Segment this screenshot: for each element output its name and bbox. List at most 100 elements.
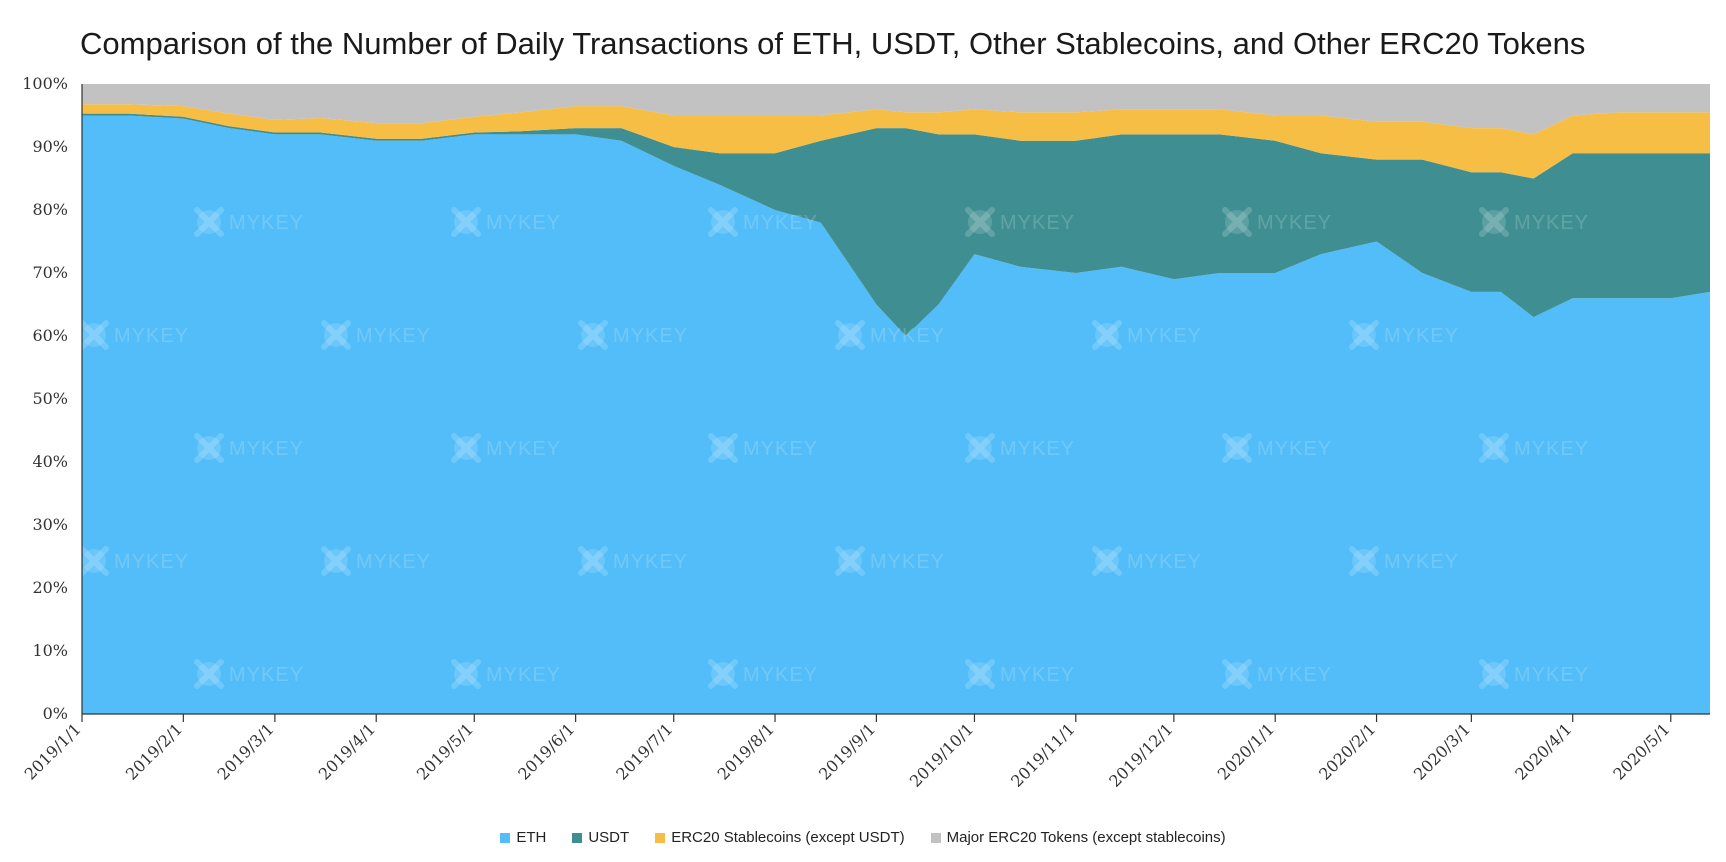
x-tick-label: 2019/8/1 <box>714 719 778 783</box>
x-tick-label: 2019/5/1 <box>413 719 477 783</box>
y-tick-label: 20% <box>32 578 68 597</box>
watermark-logo: MYKEY <box>1349 546 1459 576</box>
watermark-logo: MYKEY <box>1092 320 1202 350</box>
watermark-text: MYKEY <box>1127 551 1202 573</box>
legend-item: Major ERC20 Tokens (except stablecoins) <box>930 829 1226 846</box>
x-tick-label: 2019/2/1 <box>122 719 186 783</box>
watermark-logo: MYKEY <box>1479 207 1589 237</box>
watermark-text: MYKEY <box>743 212 818 234</box>
legend-swatch <box>500 832 511 843</box>
watermark-text: MYKEY <box>1384 325 1459 347</box>
legend-swatch <box>930 832 941 843</box>
legend-item: ERC20 Stablecoins (except USDT) <box>655 829 905 846</box>
watermark-logo: MYKEY <box>965 207 1074 237</box>
y-tick-label: 50% <box>32 389 68 408</box>
watermark-logo: MYKEY <box>451 207 561 237</box>
y-tick-label: 30% <box>32 515 68 534</box>
y-tick-label: 70% <box>32 263 68 282</box>
watermark-text: MYKEY <box>1000 438 1075 460</box>
watermark-logo: MYKEY <box>1222 433 1332 463</box>
y-tick-label: 0% <box>43 704 68 723</box>
watermark-logo: MYKEY <box>708 207 818 237</box>
watermark-logo: MYKEY <box>1479 659 1589 689</box>
watermark-text: MYKEY <box>1514 212 1589 234</box>
legend: ETH USDT ERC20 Stablecoins (except USDT) Ma… <box>0 829 1726 846</box>
x-tick-label: 2020/2/1 <box>1315 719 1379 783</box>
y-tick-label: 10% <box>32 641 68 660</box>
watermark-logo: MYKEY <box>1349 320 1459 350</box>
watermark-text: MYKEY <box>229 438 304 460</box>
y-axis-ticks: 0% 10% 20% 30% 40% 50% 60% 70% 80% 90% 100% <box>22 74 68 723</box>
watermark-logo: MYKEY <box>1222 207 1332 237</box>
watermark-logo: MYKEY <box>321 320 431 350</box>
x-tick-label: 2019/3/1 <box>213 719 277 783</box>
watermark-logo: MYKEY <box>1479 433 1589 463</box>
area-layers <box>82 84 1710 714</box>
watermark-text: MYKEY <box>1000 664 1075 686</box>
watermark-logo: MYKEY <box>451 659 561 689</box>
legend-label: USDT <box>588 829 630 846</box>
legend-swatch <box>655 832 666 843</box>
watermark-text: MYKEY <box>613 551 688 573</box>
area-eth <box>82 115 1710 714</box>
watermark-text: MYKEY <box>613 325 688 347</box>
y-tick-label: 60% <box>32 326 68 345</box>
watermark-logo: MYKEY <box>578 320 688 350</box>
watermark-text: MYKEY <box>486 212 561 234</box>
legend-label: ETH <box>516 829 547 846</box>
x-tick-label: 2019/9/1 <box>815 719 879 783</box>
watermark-layer: MYKEY MYKEY MYKEY MYKEY MYKEY MYKEY MYKEY MYKEY… <box>79 207 1589 689</box>
watermark-text: MYKEY <box>114 325 189 347</box>
watermark-logo: MYKEY <box>708 433 818 463</box>
watermark-logo: MYKEY <box>321 546 431 576</box>
x-tick-label: 2020/4/1 <box>1511 719 1575 783</box>
watermark-logo: MYKEY <box>1092 546 1202 576</box>
watermark-text: MYKEY <box>1127 325 1202 347</box>
watermark-text: MYKEY <box>229 664 304 686</box>
area-usdt <box>82 113 1710 336</box>
area-erc20-stablecoins-except-usdt <box>82 104 1710 179</box>
watermark-text: MYKEY <box>1514 438 1589 460</box>
chart-title: Comparison of the Number of Daily Transa… <box>80 26 1586 61</box>
area-major-erc20-tokens-except-stablecoins <box>82 84 1710 135</box>
watermark-text: MYKEY <box>1384 551 1459 573</box>
x-tick-label: 2019/7/1 <box>612 719 676 783</box>
watermark-logo: MYKEY <box>194 433 304 463</box>
legend-swatch <box>572 832 583 843</box>
watermark-text: MYKEY <box>1514 664 1589 686</box>
watermark-text: MYKEY <box>114 551 189 573</box>
watermark-text: MYKEY <box>486 664 561 686</box>
watermark-logo: MYKEY <box>79 320 189 350</box>
watermark-text: MYKEY <box>356 325 431 347</box>
legend-item: ETH <box>500 829 546 846</box>
watermark-text: MYKEY <box>1257 438 1332 460</box>
x-tick-label: 2019/11/1 <box>1007 719 1078 790</box>
watermark-logo: MYKEY <box>835 546 945 576</box>
watermark-logo: MYKEY <box>965 433 1075 463</box>
watermark-text: MYKEY <box>486 438 561 460</box>
watermark-text: MYKEY <box>743 438 818 460</box>
watermark-text: MYKEY <box>870 551 945 573</box>
watermark-logo: MYKEY <box>708 659 818 689</box>
x-tick-label: 2019/10/1 <box>906 719 977 790</box>
axes <box>81 84 1710 715</box>
watermark-logo: MYKEY <box>194 207 303 237</box>
x-tick-label: 2019/4/1 <box>315 719 379 783</box>
x-tick-label: 2019/6/1 <box>514 719 578 783</box>
x-tick-label: 2019/12/1 <box>1105 719 1176 790</box>
watermark-text: MYKEY <box>1257 212 1332 234</box>
y-tick-label: 90% <box>32 137 68 156</box>
legend-label: Major ERC20 Tokens (except stablecoins) <box>946 829 1226 846</box>
watermark-text: MYKEY <box>743 664 818 686</box>
watermark-text: MYKEY <box>1257 664 1332 686</box>
watermark-logo: MYKEY <box>965 659 1075 689</box>
x-axis-ticks: 2019/1/1 2019/2/1 2019/3/1 2019/4/1 2019/5/1… <box>21 714 1674 791</box>
x-tick-label: 2020/5/1 <box>1609 719 1673 783</box>
y-tick-label: 40% <box>32 452 68 471</box>
watermark-text: MYKEY <box>870 325 945 347</box>
watermark-text: MYKEY <box>356 551 431 573</box>
x-tick-label: 2020/1/1 <box>1214 719 1278 783</box>
watermark-logo: MYKEY <box>1222 659 1332 689</box>
watermark-logo: MYKEY <box>578 546 688 576</box>
